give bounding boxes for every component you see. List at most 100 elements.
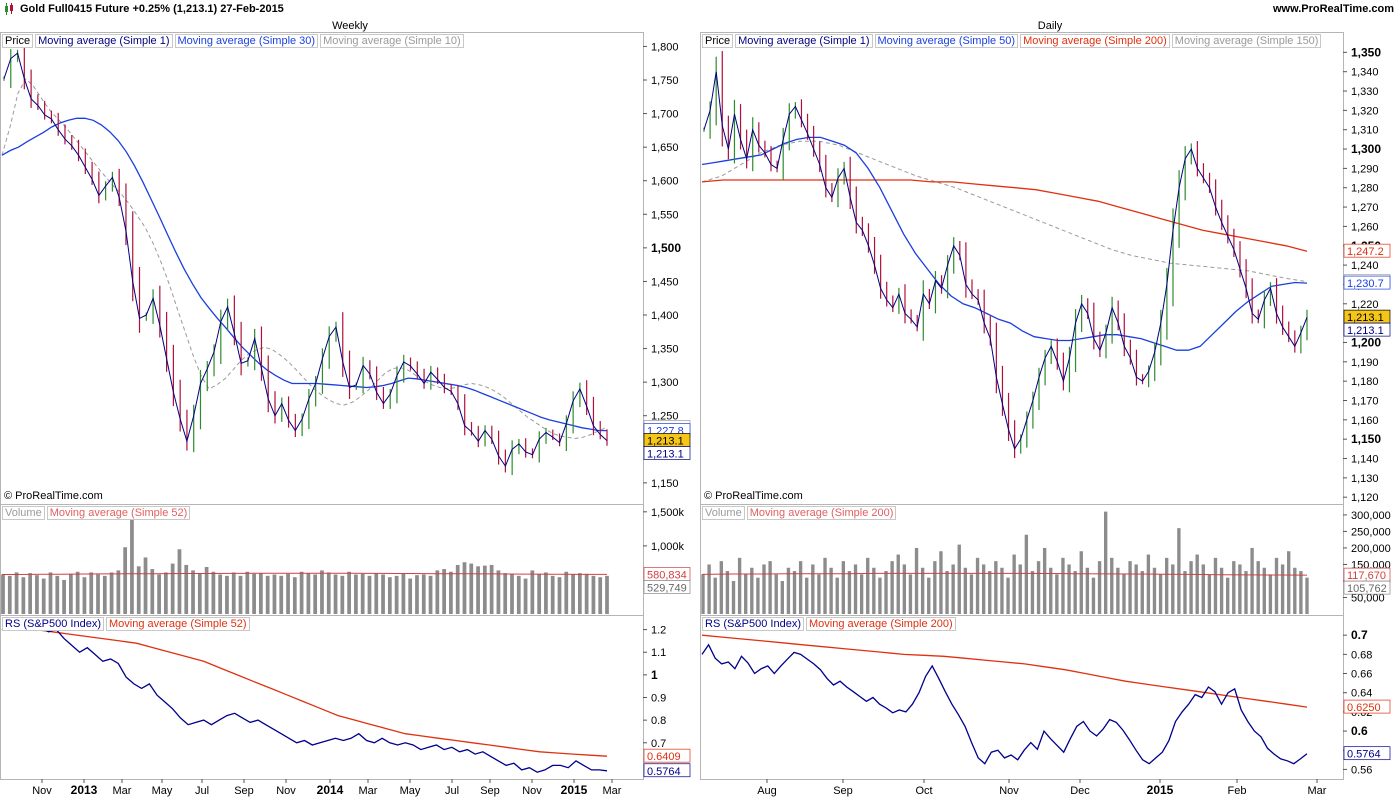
legend-rs[interactable]: RS (S&P500 Index) [702, 617, 804, 631]
volume-bar [14, 572, 19, 614]
volume-bar [550, 575, 555, 614]
volume-bar [1164, 557, 1169, 614]
rs-value-label: 0.5764 [1347, 749, 1381, 761]
x-tick-label: 2015 [1147, 783, 1174, 797]
volume-bar [564, 571, 569, 614]
y-tick-label: 1,400 [651, 310, 679, 322]
volume-bar [259, 573, 263, 614]
legend-volume[interactable]: Volume [702, 506, 745, 520]
volume-bar [591, 575, 596, 614]
y-tick-label: 0.64 [1351, 688, 1372, 700]
legend-rs-ma[interactable]: Moving average (Simple 200) [806, 617, 956, 631]
volume-bar [1189, 561, 1193, 614]
rs-value-label-box [1343, 746, 1391, 761]
legend-ma10[interactable]: Moving average (Simple 10) [320, 34, 464, 48]
x-tick-label: 2015 [561, 783, 588, 797]
legend-volume-ma[interactable]: Moving average (Simple 52) [46, 506, 191, 520]
y-tick-label: 1,260 [1351, 221, 1379, 233]
volume-bar [780, 580, 784, 614]
y-tick-label: 1,170 [1351, 395, 1379, 407]
volume-bar [725, 571, 730, 614]
volume-bar [1262, 567, 1266, 614]
volume-bar [1293, 567, 1297, 614]
volume-bar [1085, 567, 1090, 614]
legend-volume[interactable]: Volume [2, 506, 45, 520]
volume-bar [197, 573, 202, 614]
y-tick-label: 1,700 [651, 109, 679, 121]
legend-ma50[interactable]: Moving average (Simple 50) [874, 34, 1019, 48]
x-tick-label: Nov [32, 785, 52, 797]
volume-bar [920, 567, 925, 614]
volume-bar [1299, 571, 1303, 614]
x-tick-label: Oct [915, 785, 932, 797]
volume-bar [1226, 577, 1230, 614]
legend-price[interactable]: Price [2, 34, 34, 48]
x-tick-label: Sep [833, 785, 853, 797]
volume-bar [1024, 534, 1029, 614]
volume-bar [884, 571, 888, 614]
volume-bar [394, 575, 399, 614]
volume-bar [347, 571, 351, 614]
volume-bar [988, 571, 992, 614]
y-tick-label: 200,000 [1351, 543, 1391, 555]
volume-bar [231, 572, 236, 614]
volume-bar [1134, 564, 1138, 614]
volume-bar [584, 573, 589, 614]
volume-bar [320, 570, 324, 614]
legend-rs-ma[interactable]: Moving average (Simple 52) [106, 617, 250, 631]
site-link[interactable]: www.ProRealTime.com [1272, 3, 1394, 15]
legend-ma200[interactable]: Moving average (Simple 200) [1020, 34, 1170, 48]
legend-ma1[interactable]: Moving average (Simple 1) [35, 34, 173, 48]
volume-bar [1201, 564, 1205, 614]
legend-ma30[interactable]: Moving average (Simple 30) [174, 34, 319, 48]
volume-bar [1238, 564, 1242, 614]
legend-price[interactable]: Price [702, 34, 734, 48]
volume-bar [1280, 564, 1285, 614]
volume-bar [1244, 571, 1248, 614]
weekly-panel-frame [0, 32, 644, 780]
volume-bar [823, 557, 827, 614]
volume-last-value-label: 529,749 [647, 582, 687, 594]
volume-bar [1036, 561, 1041, 614]
x-tick-label: Nov [522, 785, 542, 797]
volume-bar [1274, 557, 1279, 614]
volume-bar [435, 570, 440, 614]
volume-bar [731, 580, 736, 614]
legend-ma150[interactable]: Moving average (Simple 150) [1171, 34, 1322, 48]
volume-bar [1067, 564, 1071, 614]
volume-bar [798, 561, 803, 614]
volume-bar [415, 575, 419, 614]
candlestick-logo-icon [5, 3, 13, 15]
y-tick-label: 1,150 [651, 478, 679, 490]
volume-bar [123, 547, 128, 614]
volume-bar [1305, 577, 1309, 614]
volume-bar [503, 573, 508, 614]
volume-bar [994, 561, 998, 614]
volume-last-value-box [643, 580, 691, 594]
legend-rs[interactable]: RS (S&P500 Index) [2, 617, 104, 631]
y-tick-label: 1 [651, 668, 658, 682]
ma-simple-50-line [701, 136, 1308, 351]
volume-bar [68, 573, 73, 614]
y-tick-label: 1,220 [1351, 299, 1379, 311]
legend-ma1[interactable]: Moving average (Simple 1) [735, 34, 873, 48]
volume-bar [469, 563, 474, 614]
weekly-copyright: © ProRealTime.com [4, 490, 103, 502]
volume-bar [896, 554, 900, 614]
volume-bar [449, 571, 453, 614]
rs-ma-value-label-box [1343, 699, 1391, 714]
price-value-label: 1,213.1 [1347, 312, 1384, 324]
volume-bar [489, 564, 494, 614]
volume-bar [577, 573, 582, 614]
volume-bar [28, 573, 33, 614]
volume-bar [537, 573, 542, 614]
volume-bar [1006, 577, 1010, 614]
volume-bar [292, 577, 297, 614]
legend-volume-ma[interactable]: Moving average (Simple 200) [746, 506, 897, 520]
volume-bar [1146, 554, 1151, 614]
volume-bar [177, 549, 182, 614]
y-tick-label: 1,320 [1351, 105, 1379, 117]
rs-value-label-box [643, 763, 691, 778]
volume-bar [7, 575, 12, 614]
